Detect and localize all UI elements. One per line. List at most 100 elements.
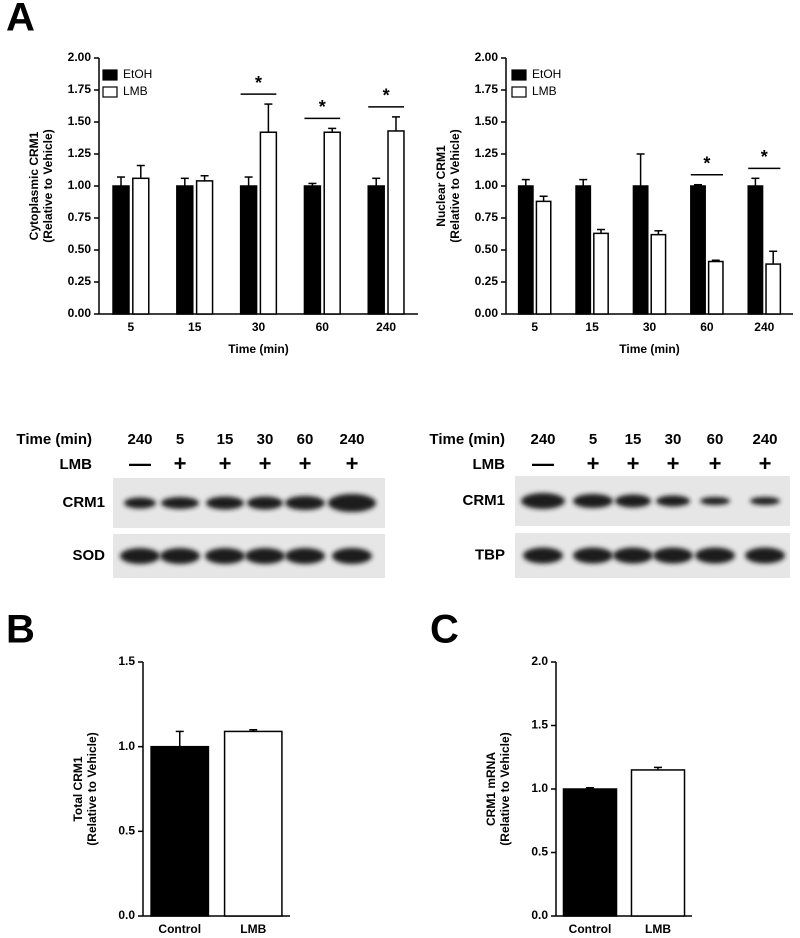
error-bar <box>200 175 209 181</box>
blot-row-label: SOD <box>72 547 105 564</box>
blot-band <box>328 494 376 512</box>
y-tick-label: 1.00 <box>68 178 92 192</box>
significance-star: * <box>319 97 326 117</box>
blot-row-label: CRM1 <box>62 494 105 511</box>
y-tick-label: 0.0 <box>118 908 135 922</box>
error-bar <box>117 176 126 186</box>
y-tick-label: 1.50 <box>68 114 92 128</box>
blot-time: 15 <box>625 431 642 448</box>
bar <box>176 185 194 315</box>
y-tick-label: 0.5 <box>531 845 548 859</box>
x-tick-label: LMB <box>645 922 671 936</box>
x-tick-label: 30 <box>643 320 657 334</box>
blot-band <box>120 548 160 564</box>
blot-band <box>161 497 199 509</box>
blot-treatment: + <box>174 451 187 476</box>
legend-swatch <box>511 69 527 81</box>
panel-label: A <box>6 0 35 40</box>
y-tick-label: 0.25 <box>475 274 499 288</box>
significance-star: * <box>703 153 710 173</box>
bar <box>367 185 385 315</box>
bar <box>632 185 649 315</box>
blot-band <box>160 548 200 564</box>
error-bar <box>136 164 145 179</box>
blot-band <box>750 497 780 505</box>
bar <box>195 180 214 315</box>
blot-band <box>656 495 690 507</box>
y-tick-label: 1.50 <box>475 114 499 128</box>
y-tick-label: 2.0 <box>531 654 548 668</box>
blot-band <box>695 547 735 564</box>
bar <box>535 200 552 315</box>
legend-swatch <box>102 86 118 98</box>
blot-row-label: TBP <box>475 546 505 563</box>
blot-time: 60 <box>297 431 314 448</box>
blot-time: 240 <box>339 431 364 448</box>
bar <box>150 745 210 917</box>
error-bar <box>244 176 253 186</box>
y-tick-label: 0.25 <box>68 274 92 288</box>
y-tick-label: 0.00 <box>68 306 92 320</box>
blot-treatment: + <box>219 451 232 476</box>
blot-treatment: + <box>759 451 772 476</box>
x-tick-label: LMB <box>240 922 266 936</box>
y-tick-label: 1.25 <box>68 146 92 160</box>
blot-treatment: — <box>129 451 151 476</box>
y-tick-label: 1.5 <box>531 718 548 732</box>
blot-band <box>573 494 613 508</box>
blot-band <box>245 548 285 564</box>
error-bar <box>521 178 530 186</box>
y-tick-label: 0.75 <box>68 210 92 224</box>
y-tick-label: 1.5 <box>118 654 135 668</box>
panel-label: B <box>6 608 35 652</box>
blot-band <box>653 547 693 564</box>
legend-swatch <box>511 86 527 98</box>
error-bar <box>391 116 400 131</box>
y-tick-label: 1.00 <box>475 178 499 192</box>
blot-time: 240 <box>127 431 152 448</box>
blot-treatment: + <box>627 451 640 476</box>
y-axis-label: Total CRM1 <box>71 756 85 821</box>
y-axis-label: (Relative to Vehicle) <box>85 732 99 845</box>
panel-label: C <box>430 608 459 652</box>
blot-treatment: + <box>587 451 600 476</box>
significance-star: * <box>761 147 768 167</box>
blot-band <box>615 494 651 508</box>
y-tick-label: 1.25 <box>475 146 499 160</box>
blot-time: 60 <box>707 431 724 448</box>
y-axis-label: (Relative to Vehicle) <box>41 129 55 242</box>
blot-treatment: — <box>532 451 554 476</box>
error-bar <box>751 177 760 186</box>
legend-label: LMB <box>532 84 557 98</box>
y-tick-label: 1.75 <box>68 82 92 96</box>
y-axis-label: (Relative to Vehicle) <box>498 732 512 845</box>
bar <box>132 177 150 315</box>
bar <box>259 131 278 315</box>
y-axis-label: Nuclear CRM1 <box>434 145 448 227</box>
blot-treatment: + <box>259 451 272 476</box>
bar <box>575 185 592 315</box>
y-axis-label: (Relative to Vehicle) <box>448 129 462 242</box>
x-tick-label: Control <box>569 922 612 936</box>
x-tick-label: 5 <box>531 320 538 334</box>
y-axis-label: Cytoplasmic CRM1 <box>27 131 41 240</box>
x-axis-label: Time (min) <box>228 342 288 356</box>
significance-star: * <box>255 73 262 93</box>
blot-band <box>332 548 372 564</box>
y-tick-label: 2.00 <box>475 50 499 64</box>
y-tick-label: 0.0 <box>531 908 548 922</box>
blot-time: 15 <box>217 431 234 448</box>
bar <box>323 131 341 315</box>
error-bar <box>175 730 184 747</box>
bar <box>239 185 258 315</box>
blot-time-label: Time (min) <box>429 431 505 448</box>
blot-time: 5 <box>176 431 184 448</box>
blot-band <box>613 547 653 564</box>
blot-time-label: Time (min) <box>16 431 92 448</box>
bar <box>650 233 667 315</box>
legend-swatch <box>102 69 118 81</box>
blot-band <box>573 547 613 564</box>
significance-star: * <box>383 86 390 106</box>
bar <box>112 185 130 315</box>
